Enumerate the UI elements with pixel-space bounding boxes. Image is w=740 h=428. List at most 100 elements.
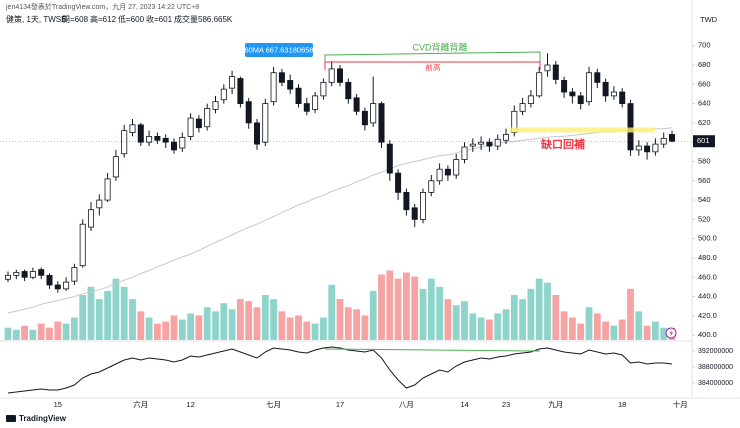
publisher: jen4134發表於TradingView.com，九月 27, 2023 14… xyxy=(5,2,199,11)
divergence-label: CVD背離背離 xyxy=(412,41,467,52)
candle-body xyxy=(411,207,418,220)
volume-bar xyxy=(510,294,518,340)
candle-body xyxy=(187,117,194,137)
volume-bar xyxy=(643,325,651,340)
volume-bar xyxy=(593,313,601,340)
currency: TWD xyxy=(700,15,718,24)
candle-body xyxy=(635,145,642,151)
cvd-line xyxy=(7,346,673,394)
volume-bar xyxy=(71,317,78,340)
volume-bar xyxy=(494,313,502,340)
cvd-tick-label: 388000000 xyxy=(698,364,733,371)
candle-body xyxy=(129,124,136,133)
candle-body xyxy=(469,143,476,147)
volume-bar xyxy=(386,270,394,340)
ma-label-box xyxy=(245,43,313,57)
candle-body xyxy=(494,138,501,147)
volume-bar xyxy=(12,329,20,340)
candle-body xyxy=(345,81,352,100)
candle-body xyxy=(652,143,659,153)
x-tick-label: 14 xyxy=(460,400,468,409)
ohlc-open: 開=608 xyxy=(62,15,89,24)
y-tick-label: 580 xyxy=(698,156,711,165)
volume-bar xyxy=(311,323,319,340)
candle-body xyxy=(444,168,451,176)
cvd-divergence-line xyxy=(324,348,541,352)
x-tick-label: 七月 xyxy=(266,400,281,409)
volume-bar xyxy=(104,290,111,340)
candle-body xyxy=(104,178,111,201)
x-tick-label: 六月 xyxy=(133,399,148,409)
volume-bar xyxy=(544,282,551,340)
ma-line xyxy=(7,127,673,314)
cvd-tick-label: 392000000 xyxy=(698,348,733,355)
candle-body xyxy=(586,72,593,103)
footer: TradingView xyxy=(6,414,67,423)
cvd-tick-label: 384000000 xyxy=(698,380,733,387)
volume-bar xyxy=(187,313,194,340)
volume-bar xyxy=(452,305,460,340)
volume-bar xyxy=(278,311,286,340)
ohlc-high: 高=612 xyxy=(90,14,117,24)
volume-bar xyxy=(137,311,145,340)
gap-fill-label: 缺口回補 xyxy=(540,137,585,151)
candle-body xyxy=(146,136,153,143)
volume-bar xyxy=(320,317,327,340)
lightning-glyph xyxy=(669,329,673,337)
ohlc-close: 收=601 xyxy=(146,14,173,24)
volume-bar xyxy=(602,321,609,340)
volume-bar xyxy=(245,301,253,340)
prior-high-line xyxy=(324,61,541,70)
y-tick-label: 500.0 xyxy=(698,234,717,243)
candle-body xyxy=(262,103,269,143)
volume-bar xyxy=(635,311,643,340)
volume-bar xyxy=(162,321,170,340)
last-price-label: 601 xyxy=(697,136,710,145)
candle-body xyxy=(403,191,410,211)
candle-body xyxy=(253,122,260,145)
volume-bar xyxy=(170,315,178,340)
candle-body xyxy=(237,78,244,104)
candle-body xyxy=(610,91,617,97)
volume-bar xyxy=(4,327,12,340)
candle-body xyxy=(602,81,609,97)
volume-bar xyxy=(46,327,53,340)
volume-bar xyxy=(253,307,261,340)
candle-body xyxy=(644,145,651,153)
x-tick-label: 八月 xyxy=(399,400,414,409)
candle-body xyxy=(137,124,144,143)
candle-body xyxy=(478,141,485,145)
candle-body xyxy=(511,110,518,133)
candle-body xyxy=(38,269,45,276)
candle-body xyxy=(179,136,186,149)
volume-bar xyxy=(353,309,360,340)
candle-body xyxy=(669,134,676,142)
candle-body xyxy=(361,110,368,126)
volume-bar xyxy=(228,309,236,340)
candle-body xyxy=(536,72,543,97)
y-tick-label: 560 xyxy=(698,176,711,185)
y-tick-label: 680 xyxy=(698,60,711,69)
volume-bar xyxy=(344,307,352,340)
volume-bar xyxy=(502,309,510,340)
candle-body xyxy=(378,103,385,143)
volume-bar xyxy=(21,325,28,340)
candle-body xyxy=(79,223,86,267)
volume-bar xyxy=(461,301,468,340)
legend: 健策, 1天, TWSE 開=608 高=612 低=600 收=601 成交量… xyxy=(6,14,233,24)
candle-body xyxy=(594,72,601,83)
last-price-box xyxy=(693,135,715,148)
x-tick-label: 12 xyxy=(186,400,194,409)
y-tick-label: 700 xyxy=(698,41,711,50)
volume-bar xyxy=(212,311,219,340)
candle-body xyxy=(353,97,360,112)
x-tick-label: 十月 xyxy=(673,399,688,409)
candle-body xyxy=(170,141,177,151)
candle-body xyxy=(13,272,20,276)
volume-bar xyxy=(295,315,302,340)
candle-body xyxy=(63,281,70,290)
candle-body xyxy=(5,274,11,280)
candle-body xyxy=(561,80,568,93)
volume-bar xyxy=(627,288,634,340)
candle-body xyxy=(336,68,343,83)
